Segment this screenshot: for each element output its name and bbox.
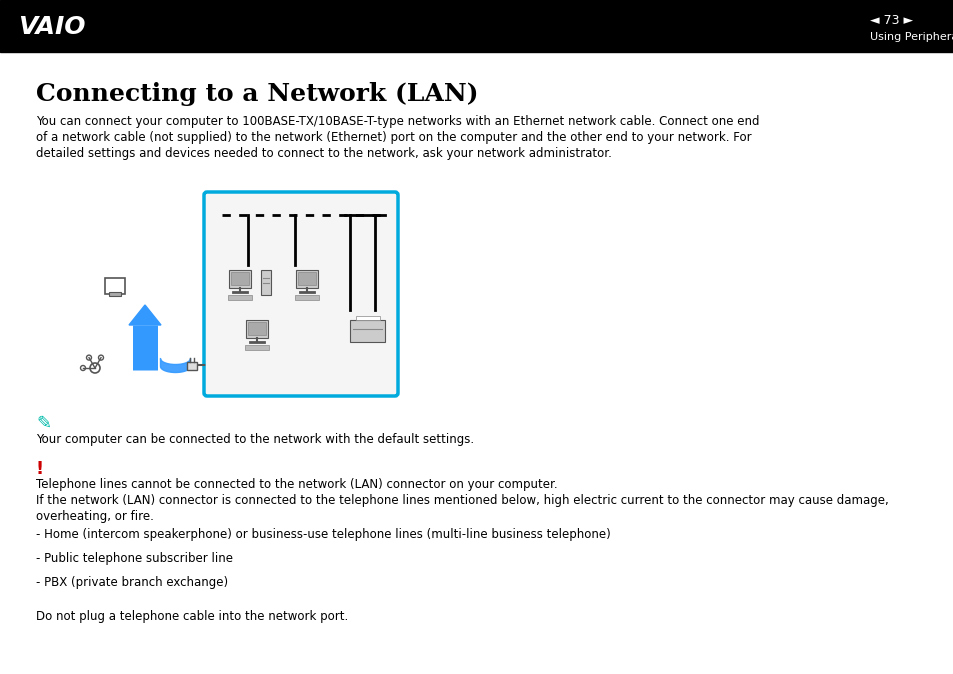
Bar [105, 278, 125, 294]
Text: ◄ 73 ►: ◄ 73 ► [869, 13, 912, 26]
Bar [297, 272, 315, 285]
Text: You can connect your computer to 100BASE-TX/10BASE-T-type networks with an Ether: You can connect your computer to 100BASE… [36, 115, 759, 128]
Polygon shape [129, 305, 161, 325]
Bar [246, 320, 268, 338]
Bar [228, 295, 252, 300]
Bar [248, 322, 266, 335]
Text: - Home (intercom speakerphone) or business-use telephone lines (multi-line busin: - Home (intercom speakerphone) or busine… [36, 528, 610, 541]
Text: - Public telephone subscriber line: - Public telephone subscriber line [36, 552, 233, 565]
Text: detailed settings and devices needed to connect to the network, ask your network: detailed settings and devices needed to … [36, 147, 611, 160]
Bar [231, 272, 249, 285]
Text: Using Peripheral Devices: Using Peripheral Devices [869, 32, 953, 42]
Bar [229, 270, 251, 288]
Text: - PBX (private branch exchange): - PBX (private branch exchange) [36, 576, 228, 589]
Text: Connecting to a Network (LAN): Connecting to a Network (LAN) [36, 82, 478, 106]
Bar [356, 316, 379, 320]
FancyBboxPatch shape [204, 192, 397, 396]
Bar [109, 292, 121, 296]
Text: Do not plug a telephone cable into the network port.: Do not plug a telephone cable into the n… [36, 610, 348, 623]
Bar [294, 295, 318, 300]
Text: !: ! [36, 460, 44, 478]
Bar [295, 270, 317, 288]
Text: ✎: ✎ [36, 415, 51, 433]
Text: VAIO: VAIO [18, 15, 86, 39]
Bar [261, 270, 271, 295]
Bar [187, 362, 196, 370]
Text: Your computer can be connected to the network with the default settings.: Your computer can be connected to the ne… [36, 433, 474, 446]
Text: overheating, or fire.: overheating, or fire. [36, 510, 153, 523]
Text: If the network (LAN) connector is connected to the telephone lines mentioned bel: If the network (LAN) connector is connec… [36, 494, 888, 507]
Bar [350, 320, 385, 342]
Text: of a network cable (not supplied) to the network (Ethernet) port on the computer: of a network cable (not supplied) to the… [36, 131, 751, 144]
Bar [245, 345, 269, 350]
Text: Telephone lines cannot be connected to the network (LAN) connector on your compu: Telephone lines cannot be connected to t… [36, 478, 558, 491]
Bar [0, 0, 953, 52]
